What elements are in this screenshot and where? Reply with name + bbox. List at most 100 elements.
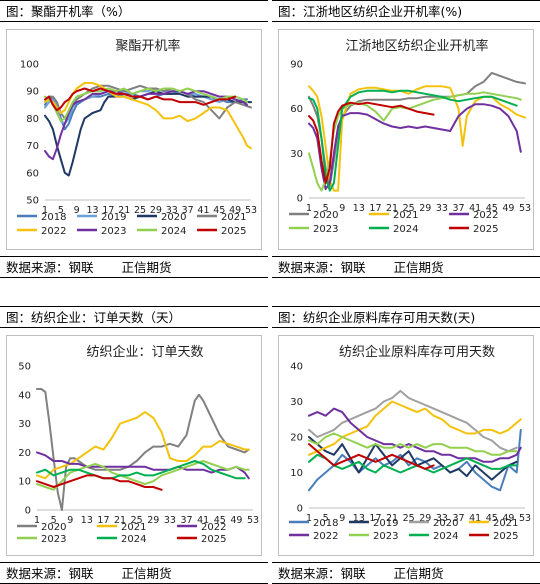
- series-line-2025: [308, 101, 435, 185]
- panel-jiangzhe-textile-operating-rate: 图：江浙地区纺织企业开机率(%) 江浙地区纺织企业开机率 0 30 60 90 1 5 9 13…: [272, 0, 540, 278]
- x-tick-label: 21: [118, 205, 130, 216]
- legend-label-2023: 2023: [41, 534, 66, 545]
- x-tick-label: 21: [386, 513, 398, 524]
- series-line-2020: [308, 389, 518, 453]
- legend-label-2024: 2024: [433, 531, 458, 542]
- series-line-2021: [308, 85, 526, 192]
- source-label: 数据来源：钢联: [278, 566, 366, 581]
- chart-title: 聚酯开机率: [115, 38, 180, 54]
- panel-header: 图：江浙地区纺织企业开机率(%): [272, 0, 540, 22]
- legend-label-2018: 2018: [313, 518, 338, 529]
- x-tick-label: 37: [452, 513, 464, 524]
- chart-frame: 纺织企业原料库存可用天数 0 10 20 30 40 1 5 9 13 17 21 25 29 33 37 41…: [278, 335, 534, 556]
- x-tick-label: 5: [51, 515, 57, 526]
- y-tick-label: 90: [290, 60, 303, 71]
- y-tick-label: 60: [26, 168, 39, 179]
- x-tick-label: 45: [486, 513, 498, 524]
- org-label: 正信期货: [393, 260, 444, 275]
- x-tick-label: 45: [213, 205, 225, 216]
- y-tick-label: 40: [290, 362, 303, 373]
- series-line-2022: [308, 103, 522, 191]
- chart-frame: 江浙地区纺织企业开机率 0 30 60 90 1 5 9 13 17 21 25 29 33 37 41 45 4…: [278, 29, 534, 250]
- x-tick-label: 5: [58, 205, 64, 216]
- panel-raw-material-inventory-days: 图：纺织企业原料库存可用天数(天) 纺织企业原料库存可用天数 0 10 20 30 40 1…: [272, 306, 540, 584]
- x-tick-label: 17: [102, 205, 114, 216]
- legend-label-2018: 2018: [41, 212, 66, 223]
- legend-label-2022: 2022: [313, 531, 338, 542]
- y-tick-label: 50: [26, 196, 39, 207]
- x-tick-label: 41: [469, 203, 481, 214]
- series-line-2024: [308, 453, 518, 474]
- x-tick-label: 1: [306, 203, 312, 214]
- y-tick-label: 20: [18, 448, 31, 459]
- legend-label-2019: 2019: [101, 212, 126, 223]
- legend-label-2021: 2021: [393, 210, 418, 221]
- source-label: 数据来源：钢联: [6, 566, 94, 581]
- org-label: 正信期货: [121, 566, 172, 581]
- panel-header: 图：纺织企业：订单天数（天）: [0, 306, 268, 328]
- legend-label-2019: 2019: [373, 518, 398, 529]
- x-tick-label: 41: [197, 515, 209, 526]
- legend-label-2022: 2022: [473, 210, 498, 221]
- y-tick-label: 80: [26, 114, 39, 125]
- x-tick-label: 9: [74, 205, 80, 216]
- org-label: 正信期货: [121, 260, 172, 275]
- x-tick-label: 5: [323, 513, 329, 524]
- y-tick-label: 30: [290, 397, 303, 408]
- legend-label-2022: 2022: [201, 522, 226, 533]
- x-tick-label: 21: [386, 203, 398, 214]
- chart-textile-order-days: 纺织企业：订单天数 0 10 20 30 40 50 1 5 9 13 17 21 25 29 33 37 41 4…: [17, 344, 259, 545]
- legend-label-2021: 2021: [493, 518, 518, 529]
- y-tick-label: 0: [297, 194, 303, 205]
- x-tick-label: 53: [247, 515, 259, 526]
- series-line-2023: [308, 432, 518, 456]
- legend-label-2025: 2025: [221, 226, 246, 237]
- x-tick-label: 45: [486, 203, 498, 214]
- y-tick-label: 100: [20, 60, 39, 71]
- series-line-2020: [308, 71, 526, 188]
- y-tick-label: 10: [290, 468, 303, 479]
- y-tick-label: 30: [18, 419, 31, 430]
- x-tick-label: 53: [519, 203, 531, 214]
- legend-label-2025: 2025: [201, 534, 226, 545]
- org-label: 正信期货: [393, 566, 444, 581]
- series-line-2025: [44, 87, 237, 112]
- x-tick-label: 17: [369, 203, 381, 214]
- chart-title: 纺织企业：订单天数: [86, 344, 203, 360]
- legend-label-2021: 2021: [121, 522, 146, 533]
- legend-label-2020: 2020: [313, 210, 338, 221]
- x-tick-label: 25: [403, 203, 415, 214]
- x-tick-label: 49: [502, 513, 514, 524]
- legend-label-2023: 2023: [373, 531, 398, 542]
- chart-jiangzhe-textile-operating-rate: 江浙地区纺织企业开机率 0 30 60 90 1 5 9 13 17 21 25 29 33 37 41 45 4…: [289, 38, 531, 235]
- x-tick-label: 13: [86, 205, 98, 216]
- y-tick-label: 0: [297, 504, 303, 515]
- source-label: 数据来源：钢联: [278, 260, 366, 275]
- series-line-2021: [36, 411, 250, 480]
- y-tick-label: 20: [290, 433, 303, 444]
- x-tick-label: 1: [306, 513, 312, 524]
- y-tick-label: 70: [26, 141, 39, 152]
- y-tick-label: 40: [18, 390, 31, 401]
- panel-header: 图：纺织企业原料库存可用天数(天): [272, 306, 540, 328]
- legend-label-2020: 2020: [433, 518, 458, 529]
- x-tick-label: 33: [164, 515, 176, 526]
- x-tick-label: 33: [166, 205, 178, 216]
- x-tick-label: 13: [81, 515, 93, 526]
- x-tick-label: 49: [230, 515, 242, 526]
- x-tick-label: 25: [403, 513, 415, 524]
- series-line-2023: [36, 460, 250, 491]
- series-line-2025: [308, 443, 435, 470]
- panel-polyester-operating-rate: 图：聚酯开机率（%） 聚酯开机率 50 60 70 80 90 100 1 5 9 13 17 21 25…: [0, 0, 268, 278]
- y-tick-label: 0: [25, 506, 31, 517]
- x-tick-label: 13: [353, 203, 365, 214]
- series-line-2018: [308, 428, 522, 492]
- series-line-2024: [36, 460, 246, 480]
- legend-label-2024: 2024: [121, 534, 146, 545]
- x-tick-label: 29: [147, 515, 159, 526]
- legend-label-2023: 2023: [313, 224, 338, 235]
- x-tick-label: 33: [436, 513, 448, 524]
- series-line-2020: [36, 388, 250, 511]
- x-tick-label: 1: [42, 205, 48, 216]
- panel-footer: 数据来源：钢联 正信期货: [272, 256, 540, 278]
